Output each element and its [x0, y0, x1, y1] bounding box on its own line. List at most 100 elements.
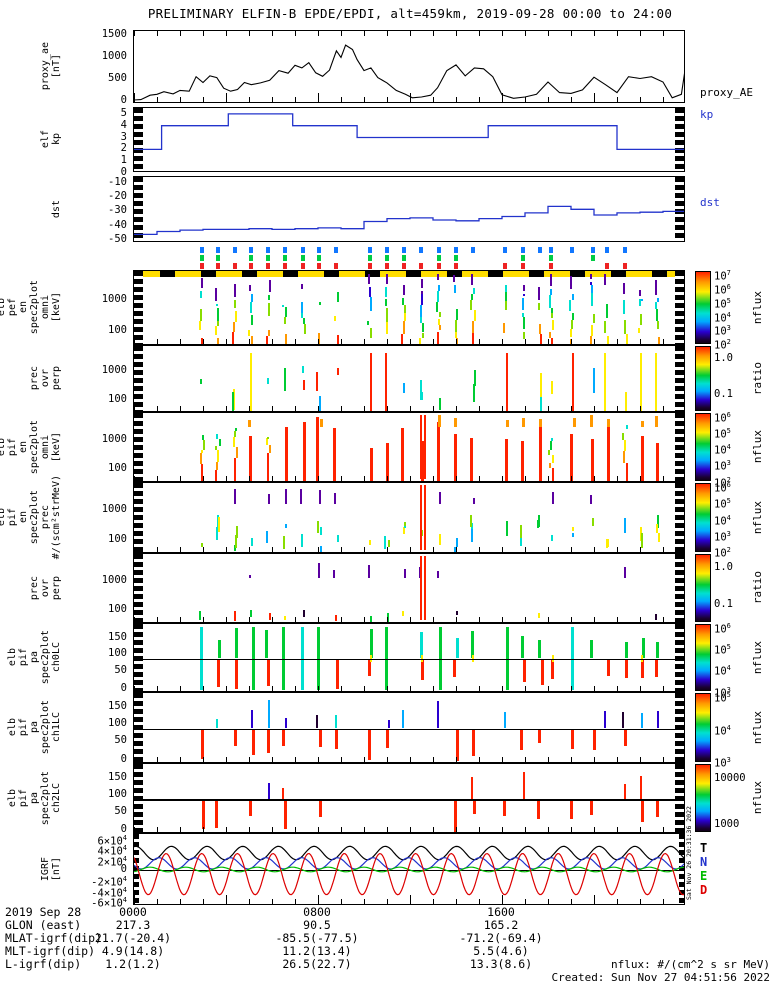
page-title: PRELIMINARY ELFIN-B EPDE/EPDI, alt=459km…	[147, 6, 673, 21]
spectro-stripe	[437, 415, 441, 427]
spectro-stripe	[657, 298, 660, 302]
side-timestamp: Sat Nov 26 20:31:36 2022	[685, 806, 693, 900]
y-tick-label: -4×104	[91, 885, 127, 900]
spectro-stripe	[385, 322, 388, 335]
edge-barcode-right	[675, 346, 684, 411]
spectro-stripe	[641, 638, 645, 659]
spectro-stripe	[303, 421, 307, 481]
spectro-stripe	[284, 317, 287, 325]
spectro-stripe	[570, 319, 573, 329]
y-axis-label-line: elb	[0, 508, 7, 527]
colorbar-tick-label: 105	[714, 296, 731, 311]
availability-marker-red	[520, 263, 525, 269]
spectro-stripe	[605, 304, 608, 319]
spectro-stripe	[369, 539, 372, 546]
colorbar-tick-label: 1.0	[714, 352, 733, 365]
spectro-stripe	[251, 314, 254, 325]
edge-barcode-right	[675, 108, 684, 171]
spectro-stripe	[625, 641, 629, 659]
spectro-stripe	[470, 299, 473, 311]
spectro-stripe	[572, 313, 575, 320]
footer-value: 1.2(1.2)	[105, 957, 161, 971]
colorbar-tick-label: 104	[714, 513, 731, 528]
spectro-stripe	[473, 384, 476, 403]
spectro-stripe	[267, 378, 270, 385]
hour-ticks	[134, 476, 684, 481]
spectro-stripe	[401, 333, 404, 344]
y-tick-label: -40	[108, 218, 127, 231]
availability-marker-green	[402, 255, 407, 261]
spectro-stripe	[216, 719, 219, 729]
spectro-stripe	[455, 331, 458, 339]
y-axis-label-line: ovr	[40, 369, 51, 388]
spectro-stripe	[622, 433, 625, 441]
spectro-stripe	[603, 352, 606, 411]
panel-prec-ovr-perp-1	[133, 345, 685, 412]
series-canvas	[134, 845, 684, 896]
availability-marker-green	[317, 255, 321, 261]
availability-marker-blue	[233, 247, 238, 253]
y-axis-label-line: pef	[7, 298, 18, 317]
spectro-stripe	[607, 419, 611, 427]
spectro-stripe	[552, 655, 555, 662]
spectro-stripe	[625, 425, 628, 429]
footer-label: L-igrf(dip)	[5, 957, 82, 971]
hour-ticks	[134, 406, 684, 411]
footer-label: MLT-igrf(dip)	[5, 944, 96, 958]
spectro-stripe	[301, 533, 304, 547]
y-axis-label-line: elb	[7, 718, 18, 737]
spectro-stripe	[453, 275, 456, 283]
spectro-stripe	[519, 524, 522, 538]
y-axis-label-line: elf	[40, 130, 51, 149]
spectro-stripe	[639, 314, 642, 326]
spectro-stripe	[216, 308, 219, 321]
spectro-stripe	[368, 729, 372, 760]
y-axis-label-line: en	[18, 511, 29, 524]
colorbar-axis-label: nflux	[751, 412, 764, 482]
spectro-full-red-line	[420, 415, 423, 479]
spectro-stripe	[265, 530, 268, 544]
hour-ticks	[134, 547, 684, 552]
spectro-stripe	[505, 285, 508, 292]
spectro-stripe	[282, 788, 285, 799]
spectro-stripe	[471, 729, 475, 757]
y-axis-label-line: IGRF	[40, 856, 51, 882]
spectro-stripe	[589, 274, 592, 280]
spectro-stripe	[201, 800, 205, 829]
spectro-stripe	[248, 420, 252, 427]
spectro-stripe	[439, 312, 442, 317]
spectro-stripe	[505, 301, 508, 310]
spectro-stripe	[655, 280, 658, 296]
y-tick-label: 2	[120, 142, 127, 155]
spectro-stripe	[302, 366, 305, 374]
spectro-stripe	[537, 729, 541, 744]
spectro-stripe	[420, 392, 423, 401]
spectro-stripe	[215, 433, 218, 439]
colorbar-tick-label: 102	[714, 338, 731, 352]
igrf-legend-N: N	[700, 855, 708, 869]
colorbar-axis-label-text: ratio	[751, 361, 764, 396]
spectro-stripe	[333, 569, 336, 579]
spectro-stripe	[404, 312, 407, 321]
spectro-axis-label-pa-ch2LC: elb pif pa spec2plot ch2LC	[2, 763, 62, 833]
spectro-stripe	[436, 290, 439, 302]
availability-marker-blue	[590, 247, 595, 253]
spectro-stripe	[232, 391, 235, 411]
spectro-stripe	[639, 776, 642, 799]
spectro-stripe	[202, 434, 205, 441]
y-axis-label-line: [nT]	[51, 54, 62, 79]
spectro-stripe	[282, 729, 286, 747]
spectro-stripe	[386, 729, 390, 748]
spectro-stripe	[369, 287, 372, 298]
spectro-stripe	[623, 451, 626, 464]
spectro-stripe	[453, 434, 457, 481]
spectro-stripe	[319, 489, 322, 505]
y-axis-label-line: perp	[51, 575, 62, 601]
colorbar-tick-label: 106	[714, 481, 731, 495]
spectro-stripe	[316, 417, 320, 481]
availability-marker-green	[520, 255, 525, 261]
hour-ticks	[134, 686, 684, 691]
spectro-stripe	[248, 800, 252, 816]
spectro-stripe	[470, 514, 473, 528]
colorbar-tick-label: 0.1	[714, 598, 733, 611]
